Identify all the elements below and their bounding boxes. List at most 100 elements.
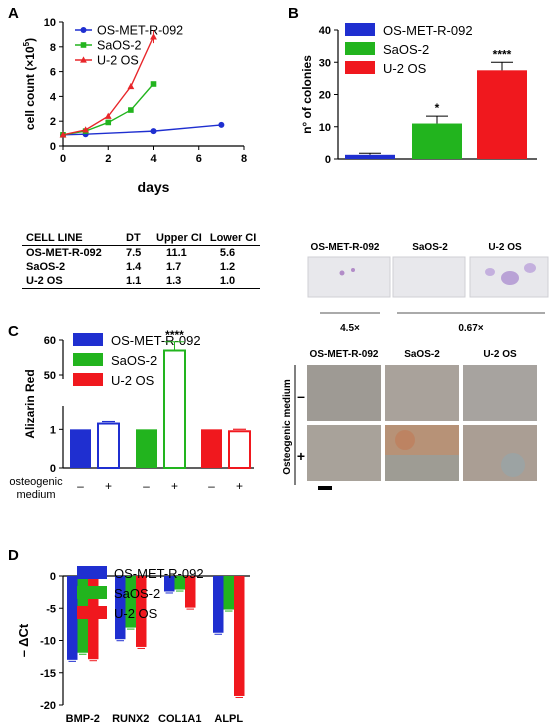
y-tick-label: -10 — [40, 636, 56, 648]
legend-label: OS-MET-R-092 — [114, 566, 204, 581]
data-point — [80, 42, 87, 48]
table-cell: 7.5 — [126, 247, 142, 259]
colony-dot — [351, 268, 355, 272]
condition-label: + — [236, 479, 243, 493]
table-cell: 1.0 — [205, 274, 261, 289]
legend-label: OS-MET-R-092 — [97, 24, 183, 38]
panel-a-chart: A 0 2 4 6 8 10 0 2 4 6 8 days cell count (×105) OS-MET… — [8, 5, 247, 195]
table-cell: OS-MET-R-092 — [26, 247, 102, 259]
panel-letter: D — [8, 547, 19, 564]
table-header: Lower CI — [205, 231, 261, 246]
category-label: COL1A1 — [158, 713, 201, 725]
table-cell: 5.6 — [219, 247, 236, 259]
bar — [345, 154, 395, 159]
bar — [174, 576, 185, 590]
legend-label: OS-MET-R-092 — [111, 333, 201, 348]
significance-label: * — [435, 101, 440, 115]
y-axis-label: Alizarin Red — [23, 369, 37, 438]
y-tick-label: 0 — [50, 141, 56, 153]
legend-label: SaOS-2 — [97, 39, 142, 53]
y-tick-label: 10 — [44, 17, 56, 29]
stain-image — [463, 365, 537, 421]
panel-b-images: OS-MET-R-092 SaOS-2 U-2 OS — [307, 242, 549, 298]
colony-dot — [485, 268, 495, 276]
panel-letter: C — [8, 323, 19, 340]
series-line — [62, 124, 222, 136]
bar-minus — [70, 429, 91, 468]
y-tick-label: 40 — [319, 25, 331, 37]
table-cell: 1.2 — [219, 261, 236, 273]
bar — [115, 576, 126, 640]
legend-swatch — [73, 353, 103, 366]
series-0: OS-MET-R-092 — [60, 24, 225, 138]
series-line — [62, 83, 155, 136]
bar — [164, 576, 175, 592]
data-point — [127, 82, 135, 90]
table-row: SaOS-2 1.4 1.7 1.2 — [22, 260, 260, 274]
colony-dot — [501, 271, 519, 285]
significance-label: **** — [493, 47, 512, 61]
panel-c-chart: C 60 50 1 0 Alizarin Red – + OS-MET-R-092**** – + S… — [8, 323, 254, 501]
stain-image — [385, 365, 459, 421]
x-tick-label: 2 — [105, 153, 111, 165]
table-cell: U-2 OS — [22, 274, 122, 289]
panel-c-images: OS-MET-R-092 SaOS-2 U-2 OS Osteogenic mediu… — [282, 349, 537, 490]
bar-plus — [97, 422, 120, 469]
stain-region — [395, 430, 415, 450]
y-axis-label: n° of colonies — [300, 55, 314, 134]
stain-region — [385, 455, 459, 481]
panel-letter: A — [8, 5, 19, 22]
condition-label: – — [143, 479, 150, 493]
data-point — [59, 131, 67, 138]
bar-plus — [228, 430, 251, 470]
y-axis-label: – ΔCt — [16, 623, 31, 657]
y-tick-label: 50 — [44, 370, 56, 382]
y-axis-label: cell count (×105) — [22, 38, 37, 130]
data-point — [105, 119, 112, 126]
legend-swatch — [77, 606, 107, 619]
magnification-scale: 4.5× 0.67× — [320, 312, 545, 334]
colony-dot — [339, 270, 345, 276]
legend-label: U-2 OS — [111, 373, 155, 388]
x-tick-label: 0 — [60, 153, 66, 165]
y-tick-label: -20 — [40, 700, 56, 712]
bar — [234, 576, 245, 696]
image-label: OS-MET-R-092 — [311, 242, 380, 253]
y-tick-label: -5 — [46, 603, 56, 615]
legend-swatch — [345, 42, 375, 55]
y-tick-label: 0 — [325, 154, 331, 166]
y-tick-label: 1 — [50, 424, 56, 436]
legend-swatch — [77, 586, 107, 599]
x-axis-label: days — [138, 179, 170, 195]
table-cell: 1.1 — [122, 274, 152, 289]
legend-label: SaOS-2 — [383, 42, 429, 57]
stain-region — [501, 453, 525, 477]
legend-swatch — [77, 566, 107, 579]
data-point — [150, 128, 157, 135]
data-point — [128, 107, 134, 113]
bar-minus — [201, 429, 222, 468]
data-point — [80, 56, 87, 63]
condition-label: + — [171, 479, 178, 493]
doubling-time-table-wrap: CELL LINE DT Upper CI Lower CI OS-MET-R-… — [22, 231, 261, 289]
bar — [125, 576, 136, 628]
x-tick-label: 4 — [150, 153, 157, 165]
table-cell: 1.7 — [166, 261, 182, 273]
condition-label: – — [208, 479, 215, 493]
table-cell: 1.3 — [152, 274, 206, 289]
x-axis-label: medium — [16, 489, 55, 501]
image-label: OS-MET-R-092 — [310, 349, 379, 360]
y-tick-label: 20 — [319, 90, 331, 102]
category-label: RUNX2 — [112, 713, 149, 725]
colony-dot — [524, 263, 536, 273]
data-point — [150, 81, 157, 87]
table-header: Upper CI — [152, 231, 206, 246]
bar — [67, 576, 78, 660]
bar — [412, 123, 462, 159]
table-cell: 11.1 — [166, 247, 187, 259]
panel-letter: B — [288, 5, 299, 22]
bar-plus — [163, 349, 186, 469]
series-2: U-2 OS — [59, 33, 157, 138]
data-point — [80, 27, 87, 33]
